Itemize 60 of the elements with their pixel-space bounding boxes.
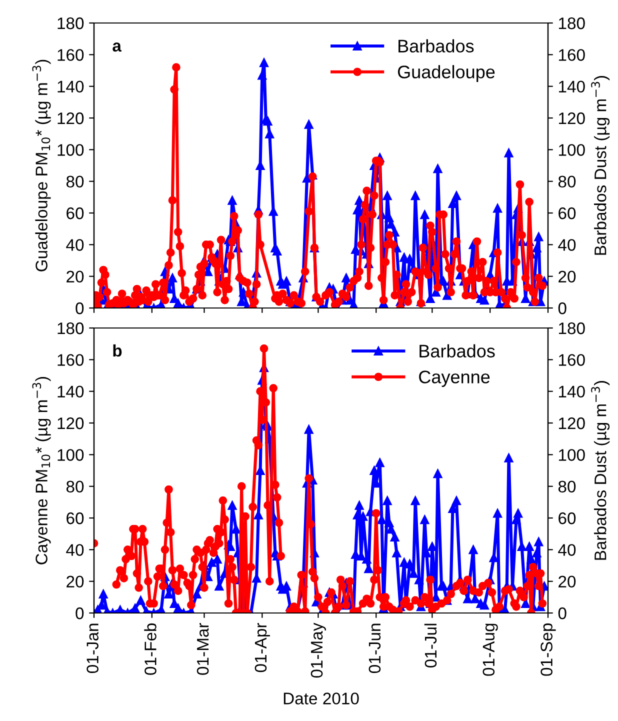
legend-label: Barbados: [398, 39, 474, 53]
y-tick-label: 40: [66, 239, 84, 251]
y2-tick-label: 0: [558, 302, 566, 314]
y2-tick-label: 80: [558, 480, 576, 493]
y2-tick-label: 120: [558, 112, 585, 124]
y2-tick-label: 20: [558, 576, 576, 588]
y2-tick-label: 140: [558, 80, 585, 93]
y-tick-label: 20: [66, 576, 84, 588]
y-tick-label: 20: [66, 270, 84, 283]
y2-tick-label: 60: [558, 207, 576, 220]
y2-tick-label: 160: [558, 49, 585, 61]
y-tick-label: 80: [66, 480, 84, 493]
x-tick-label: 01-Apr: [254, 622, 270, 672]
y-tick-label: 120: [58, 417, 84, 430]
y2-tick-label: 60: [558, 512, 576, 524]
x-tick-label: 01-Jul: [424, 624, 437, 668]
y2-tick-label: 40: [558, 239, 576, 251]
annotation: a: [112, 42, 122, 52]
y-axis-title: Guadeloupe PM$_{10}$* (µg m$^{−3}$): [32, 60, 51, 272]
legend-label: Barbados: [420, 344, 495, 358]
y2-tick-label: 100: [558, 449, 585, 461]
x-tick-label: 01-Aug: [482, 624, 498, 676]
y2-tick-label: 40: [558, 544, 576, 556]
y-tick-label: 140: [58, 386, 84, 398]
y-tick-label: 100: [58, 144, 84, 156]
y-tick-label: 140: [58, 80, 84, 93]
y-tick-label: 160: [58, 49, 84, 61]
y-tick-label: 40: [66, 544, 84, 556]
annotation: b: [113, 344, 122, 357]
legend-label: Cayenne: [419, 370, 490, 387]
y2-tick-label: 80: [558, 176, 576, 188]
y-tick-label: 100: [58, 449, 84, 461]
y2-axis-title: Barbados Dust (µg m$^{−3}$): [591, 381, 610, 560]
x-tick-label: 01-Feb: [144, 623, 156, 675]
y-tick-label: 0: [76, 302, 84, 314]
x-tick-label: 01-Jun: [368, 624, 381, 674]
y2-tick-label: 160: [558, 354, 585, 366]
y2-tick-label: 140: [558, 386, 585, 398]
y-tick-label: 60: [66, 207, 84, 220]
x-tick-label: 01-May: [310, 622, 326, 678]
y-axis-title: Cayenne PM$_{10}$* (µg m$^{−3}$): [32, 376, 51, 564]
x-tick-label: 01-Mar: [196, 622, 209, 675]
y-tick-label: 80: [66, 176, 84, 188]
x-axis-title: Date 2010: [284, 692, 359, 704]
y2-tick-label: 20: [558, 270, 576, 283]
y-tick-label: 0: [76, 607, 84, 620]
y-tick-label: 60: [66, 512, 84, 524]
y-tick-label: 120: [58, 112, 84, 124]
y2-tick-label: 0: [558, 607, 566, 620]
y2-tick-label: 120: [558, 417, 585, 430]
x-tick-label: 01-Sep: [540, 623, 556, 676]
legend-label: Guadeloupe: [398, 65, 495, 82]
y-tick-label: 180: [58, 322, 84, 334]
y-tick-label: 180: [58, 17, 84, 30]
y-tick-label: 160: [58, 354, 84, 366]
y2-tick-label: 100: [558, 144, 585, 156]
y2-tick-label: 180: [558, 322, 585, 334]
y2-axis-title: Barbados Dust (µg m$^{−3}$): [591, 76, 610, 255]
x-tick-label: 01-Jan: [86, 624, 98, 674]
y2-tick-label: 180: [558, 17, 585, 30]
